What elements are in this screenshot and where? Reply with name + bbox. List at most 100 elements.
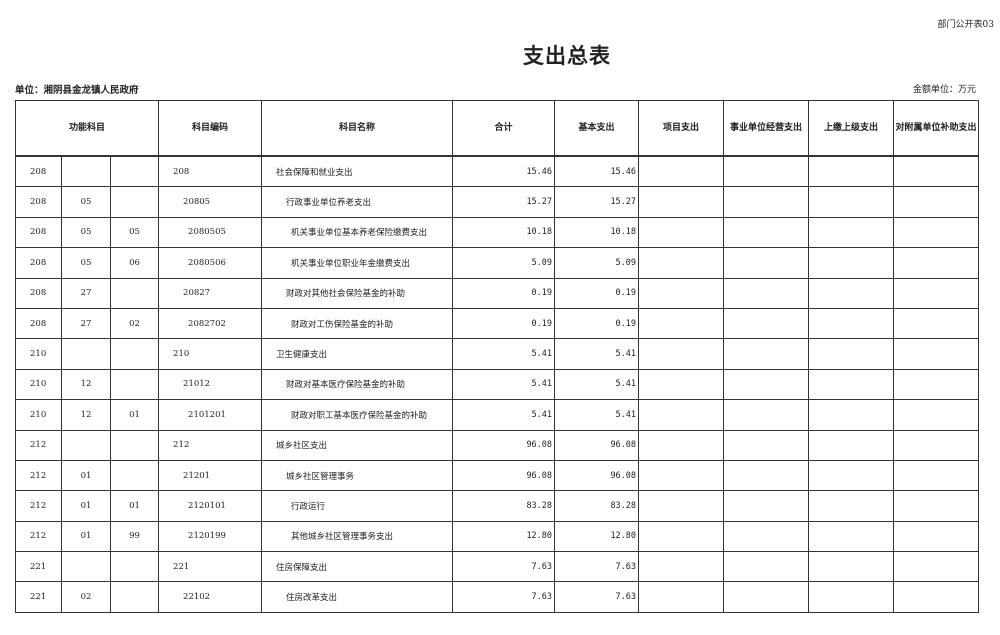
project-cell <box>638 459 725 492</box>
subsidy-cell <box>893 247 980 279</box>
subject-name-cell: 城乡社区支出 <box>261 429 454 461</box>
header-remit: 上缴上级支出 <box>808 100 895 157</box>
function-item-cell <box>61 155 111 188</box>
total-cell: 7.63 <box>452 581 556 613</box>
business-cell <box>723 520 810 553</box>
table-row: 208 27 02 2082702 财政对工伤保险基金的补助 0.19 0.19 <box>15 307 980 340</box>
basic-cell: 15.46 <box>554 155 640 188</box>
form-number: 部门公开表03 <box>937 20 994 30</box>
remit-cell <box>808 429 895 461</box>
business-cell <box>723 247 810 279</box>
basic-cell: 5.41 <box>554 399 640 431</box>
function-class-cell: 208 <box>15 307 62 340</box>
table-row: 212 01 21201 城乡社区管理事务 96.08 96.08 <box>15 459 980 492</box>
subject-code-cell: 21012 <box>158 368 263 401</box>
business-cell <box>723 186 810 218</box>
basic-cell: 5.41 <box>554 368 640 401</box>
function-subitem-cell <box>109 186 160 218</box>
subject-name-cell: 卫生健康支出 <box>261 338 454 370</box>
remit-cell <box>808 307 895 340</box>
table-row: 221 221 住房保障支出 7.63 7.63 <box>15 551 980 583</box>
remit-cell <box>808 399 895 431</box>
function-class-cell: 221 <box>15 551 62 583</box>
basic-cell: 96.08 <box>554 429 640 461</box>
total-cell: 7.63 <box>452 551 556 583</box>
basic-cell: 12.80 <box>554 520 640 553</box>
remit-cell <box>808 520 895 553</box>
subject-name-cell: 财政对基本医疗保险基金的补助 <box>261 368 454 401</box>
function-subitem-cell: 02 <box>109 307 160 340</box>
subject-code-cell: 22102 <box>158 581 263 613</box>
page-title: 支出总表 <box>523 44 611 68</box>
function-item-cell: 27 <box>61 307 111 340</box>
business-cell <box>723 429 810 461</box>
remit-cell <box>808 490 895 522</box>
subject-code-cell: 221 <box>158 551 263 583</box>
basic-cell: 10.18 <box>554 216 640 249</box>
subject-code-cell: 2082702 <box>158 307 263 340</box>
subject-code-cell: 208 <box>158 155 263 188</box>
project-cell <box>638 551 725 583</box>
function-item-cell: 27 <box>61 277 111 309</box>
remit-cell <box>808 459 895 492</box>
subsidy-cell <box>893 368 980 401</box>
remit-cell <box>808 277 895 309</box>
header-project: 项目支出 <box>638 100 725 157</box>
function-class-cell: 208 <box>15 186 62 218</box>
project-cell <box>638 368 725 401</box>
header-business: 事业单位经营支出 <box>723 100 810 157</box>
function-class-cell: 208 <box>15 247 62 279</box>
project-cell <box>638 155 725 188</box>
table-row: 208 05 06 2080506 机关事业单位职业年金缴费支出 5.09 5.09 <box>15 247 980 279</box>
business-cell <box>723 459 810 492</box>
function-class-cell: 210 <box>15 368 62 401</box>
total-cell: 5.09 <box>452 247 556 279</box>
function-item-cell: 01 <box>61 490 111 522</box>
business-cell <box>723 155 810 188</box>
total-cell: 15.46 <box>452 155 556 188</box>
function-item-cell: 05 <box>61 186 111 218</box>
subject-code-cell: 2120199 <box>158 520 263 553</box>
table-row: 208 05 05 2080505 机关事业单位基本养老保险缴费支出 10.18 10.18 <box>15 216 980 249</box>
project-cell <box>638 399 725 431</box>
subject-code-cell: 2101201 <box>158 399 263 431</box>
subsidy-cell <box>893 155 980 188</box>
subsidy-cell <box>893 399 980 431</box>
subject-name-cell: 机关事业单位职业年金缴费支出 <box>261 247 454 279</box>
function-subitem-cell: 05 <box>109 216 160 249</box>
table-row: 208 05 20805 行政事业单位养老支出 15.27 15.27 <box>15 186 980 218</box>
function-item-cell: 05 <box>61 216 111 249</box>
function-subitem-cell <box>109 429 160 461</box>
unit-label: 单位：湘阴县金龙镇人民政府 <box>15 85 139 96</box>
function-subitem-cell <box>109 277 160 309</box>
total-cell: 12.80 <box>452 520 556 553</box>
function-subitem-cell <box>109 459 160 492</box>
function-subitem-cell <box>109 581 160 613</box>
header-subject-code: 科目编码 <box>158 100 263 157</box>
subject-code-cell: 2080506 <box>158 247 263 279</box>
project-cell <box>638 429 725 461</box>
function-class-cell: 212 <box>15 520 62 553</box>
subsidy-cell <box>893 277 980 309</box>
function-subitem-cell <box>109 551 160 583</box>
function-class-cell: 212 <box>15 429 62 461</box>
project-cell <box>638 186 725 218</box>
business-cell <box>723 277 810 309</box>
basic-cell: 5.09 <box>554 247 640 279</box>
total-cell: 5.41 <box>452 368 556 401</box>
function-item-cell: 02 <box>61 581 111 613</box>
table-row: 210 12 21012 财政对基本医疗保险基金的补助 5.41 5.41 <box>15 368 980 401</box>
total-cell: 0.19 <box>452 277 556 309</box>
project-cell <box>638 216 725 249</box>
business-cell <box>723 551 810 583</box>
basic-cell: 15.27 <box>554 186 640 218</box>
business-cell <box>723 216 810 249</box>
basic-cell: 7.63 <box>554 551 640 583</box>
subject-name-cell: 机关事业单位基本养老保险缴费支出 <box>261 216 454 249</box>
business-cell <box>723 368 810 401</box>
business-cell <box>723 581 810 613</box>
subject-name-cell: 行政运行 <box>261 490 454 522</box>
expenditure-table: 功能科目 科目编码 科目名称 合计 基本支出 项目支出 事业单位经营支出 上缴上… <box>14 100 980 613</box>
subject-code-cell: 20805 <box>158 186 263 218</box>
subsidy-cell <box>893 551 980 583</box>
